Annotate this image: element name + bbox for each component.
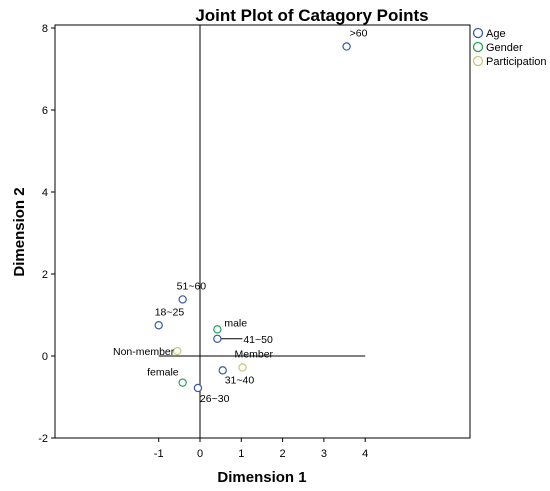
point-label-26-30: 26~30: [200, 393, 230, 405]
y-tick-label: 0: [42, 351, 48, 363]
x-tick-label: 1: [238, 448, 244, 460]
point-label-31-40: 31~40: [225, 374, 255, 386]
data-point-51-60: [178, 295, 187, 304]
legend-marker: [472, 41, 484, 53]
y-axis: -2 0 2 4 6 8: [38, 23, 55, 445]
x-tick-label: 3: [321, 448, 327, 460]
point-label-60: >60: [350, 27, 368, 39]
legend: Age Gender Participation: [472, 27, 547, 68]
point-label-non-member: Non-member: [113, 346, 175, 358]
x-tick-label: 4: [362, 448, 368, 460]
data-point-non-member: [173, 346, 182, 356]
y-tick-label: -2: [38, 433, 48, 445]
reference-lines: [158, 25, 366, 438]
x-tick-label: 2: [280, 448, 286, 460]
point-labels: >60 51~60 18~25 41~50 31~40 26~30 male female No…: [113, 27, 368, 405]
y-tick-label: 4: [42, 187, 48, 199]
plot-frame: [54, 24, 471, 439]
point-label-41-50: 41~50: [243, 334, 273, 346]
x-axis: -1 0 1 2 3 4: [154, 438, 368, 460]
point-label-51-60: 51~60: [177, 280, 207, 292]
legend-marker: [472, 27, 484, 39]
data-points: [154, 42, 351, 393]
y-axis-title: Dimension 2: [11, 187, 28, 276]
data-point-31-40: [218, 366, 227, 375]
point-label-member: Member: [235, 348, 274, 360]
legend-label: Gender: [486, 42, 523, 54]
y-tick-label: 2: [42, 269, 48, 281]
data-point-female: [178, 378, 187, 387]
data-point-male: [213, 325, 222, 334]
y-tick-label: 6: [42, 105, 48, 117]
data-point-member: [238, 363, 247, 372]
point-label-18-25: 18~25: [155, 306, 185, 318]
point-label-female: female: [147, 367, 179, 379]
x-axis-title: Dimension 1: [217, 469, 306, 486]
y-tick-label: 8: [42, 23, 48, 35]
legend-label: Age: [486, 28, 506, 40]
legend-label: Participation: [486, 56, 547, 68]
data-point-18-25: [154, 321, 163, 330]
x-tick-label: -1: [154, 448, 164, 460]
legend-marker: [472, 55, 484, 67]
data-point-26-30: [193, 383, 203, 393]
data-point-60: [342, 42, 351, 51]
chart-title: Joint Plot of Catagory Points: [195, 6, 428, 25]
point-label-male: male: [224, 317, 247, 329]
data-point-41-50: [213, 334, 222, 343]
x-tick-label: 0: [197, 448, 203, 460]
